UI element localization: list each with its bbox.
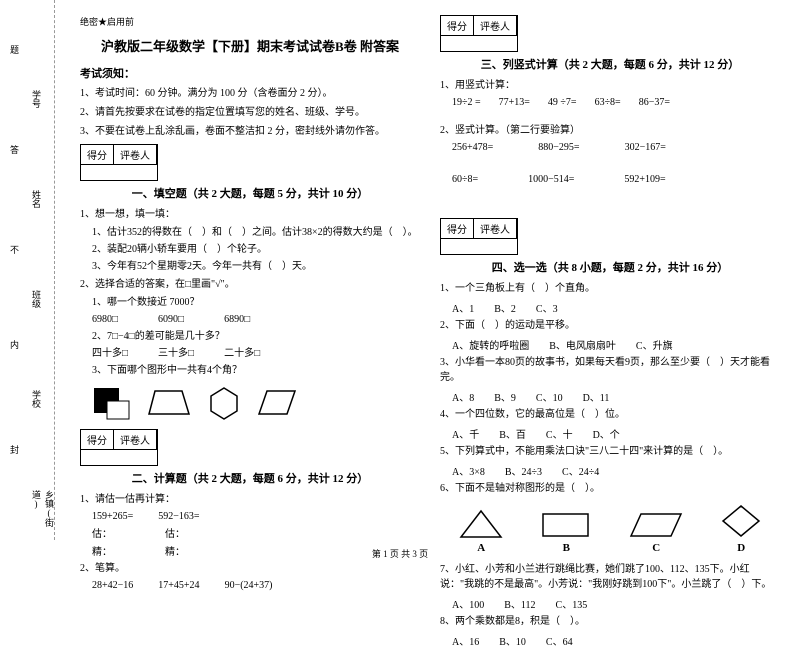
page-footer: 第 1 页 共 3 页 [0, 547, 800, 560]
s4-q5-opts: A、3×8B、24÷3C、24÷4 [440, 463, 780, 478]
exam-title: 沪教版二年级数学【下册】期末考试试卷B卷 附答案 [80, 36, 420, 55]
section-1-title: 一、填空题（共 2 大题，每题 5 分，共计 10 分） [80, 185, 420, 201]
shapes-q2 [92, 386, 420, 421]
s4-q6: 6、下面不是轴对称图形的是（ ）。 [440, 481, 780, 496]
secret-label: 绝密★启用前 [80, 15, 420, 28]
s4-q3: 3、小华看一本80页的故事书，如果每天看9页，那么至少要（ ）天才能看完。 [440, 355, 780, 385]
section-4-title: 四、选一选（共 8 小题，每题 2 分，共计 16 分） [440, 259, 780, 275]
s4-q4: 4、一个四位数，它的最高位是（ ）位。 [440, 407, 780, 422]
s1-q1-1: 1、估计352的得数在（ ）和（ ）之间。估计38×2的得数大约是（ ）。 [80, 226, 420, 240]
right-column: 得分 评卷人 三、列竖式计算（共 2 大题，每题 6 分，共计 12 分） 1、… [430, 15, 790, 535]
field-school: 学校 [30, 390, 43, 408]
s2-row1: 159+265=592−163= [80, 511, 420, 522]
score-label: 得分 [81, 145, 114, 165]
s4-q5: 5、下列算式中，不能用乘法口诀"三八二十四"来计算的是（ ）。 [440, 444, 780, 459]
s1-q1: 1、想一想，填一填： [80, 207, 420, 222]
mark-ti: 题 [8, 45, 21, 54]
mark-da: 答 [8, 145, 21, 154]
shape-rectangle [541, 509, 591, 539]
s1-q1-3: 3、今年有52个星期零2天。今年一共有（ ）天。 [80, 260, 420, 274]
mark-feng: 封 [8, 445, 21, 454]
score-box-3: 得分 评卷人 [440, 15, 518, 52]
notice-heading: 考试须知： [80, 65, 420, 81]
s1-q2: 2、选择合适的答案，在□里画"√"。 [80, 277, 420, 292]
grader-label: 评卷人 [114, 145, 157, 165]
s3-q1: 1、用竖式计算： [440, 78, 780, 93]
binding-margin: 乡镇(街道) 封 学校 内 班级 不 姓名 答 学号 题 [0, 0, 55, 540]
s1-q1-2: 2、装配20辆小轿车要用（ ）个轮子。 [80, 243, 420, 257]
shape-diamond [721, 504, 761, 539]
shape-parallelogram [257, 389, 297, 419]
section-2-title: 二、计算题（共 2 大题，每题 6 分，共计 12 分） [80, 470, 420, 486]
s2-row2: 估：估： [80, 525, 420, 540]
shape-parallelogram-c [629, 509, 684, 539]
score-box-4: 得分 评卷人 [440, 218, 518, 255]
s3-q2-row1: 256+478= 880−295= 302−167= [440, 142, 780, 153]
field-name: 姓名 [30, 190, 43, 208]
s4-q2: 2、下面（ ）的运动是平移。 [440, 318, 780, 333]
s2-q1: 1、请估一估再计算： [80, 492, 420, 507]
s4-q1-opts: A、1B、2C、3 [440, 300, 780, 315]
s4-q3-opts: A、8B、9C、10D、11 [440, 389, 780, 404]
notice-3: 3、不要在试卷上乱涂乱画，卷面不整洁扣 2 分，密封线外请勿作答。 [80, 125, 420, 139]
s4-q8: 8、两个乘数都是8，积是（ ）。 [440, 614, 780, 629]
s3-q1-row: 19÷2 = 77+13= 49 ÷7= 63÷8= 86−37= [440, 97, 780, 108]
s4-q4-opts: A、千B、百C、十D、个 [440, 426, 780, 441]
mark-bu: 不 [8, 245, 21, 254]
shape-hexagon [207, 386, 242, 421]
s4-q8-opts: A、16B、10C、64 [440, 633, 780, 648]
s1-q2-1b: 6980□ 6090□ 6890□ [80, 313, 420, 327]
s2-q2: 2、笔算。 [80, 561, 420, 576]
field-township: 乡镇(街道) [30, 490, 56, 540]
score-box-1: 得分 评卷人 [80, 144, 158, 181]
field-class: 班级 [30, 290, 43, 308]
s1-q2-3: 3、下面哪个图形中一共有4个角？ [80, 364, 420, 378]
s4-q1: 1、一个三角板上有（ ）个直角。 [440, 281, 780, 296]
shape-overlap-squares [92, 386, 132, 421]
s3-q2: 2、竖式计算。（第二行要验算） [440, 123, 780, 138]
notice-1: 1、考试时间：60 分钟。满分为 100 分（含卷面分 2 分）。 [80, 87, 420, 101]
section-3-title: 三、列竖式计算（共 2 大题，每题 6 分，共计 12 分） [440, 56, 780, 72]
s4-q7: 7、小红、小芳和小兰进行跳绳比赛，她们跳了100、112、135下。小红说："我… [440, 562, 780, 592]
s1-q2-2b: 四十多□ 三十多□ 二十多□ [80, 347, 420, 361]
mark-nei: 内 [8, 340, 21, 349]
shape-triangle [459, 509, 504, 539]
field-id: 学号 [30, 90, 43, 108]
score-blank [81, 165, 114, 180]
grader-blank [114, 165, 157, 180]
s3-q2-row2: 60÷8= 1000−514= 592+109= [440, 174, 780, 185]
shape-trapezoid [147, 389, 192, 419]
s2-q2-row: 28+42−16 17+45+24 90−(24+37) [80, 580, 420, 591]
notice-2: 2、请首先按要求在试卷的指定位置填写您的姓名、班级、学号。 [80, 106, 420, 120]
left-column: 绝密★启用前 沪教版二年级数学【下册】期末考试试卷B卷 附答案 考试须知： 1、… [70, 15, 430, 535]
s1-q2-1: 1、哪一个数接近 7000？ [80, 296, 420, 310]
s1-q2-2: 2、7□−4□的差可能是几十多？ [80, 330, 420, 344]
s4-q2-opts: A、旋转的呼啦圈B、电风扇扇叶C、升旗 [440, 337, 780, 352]
s4-q7-opts: A、100B、112C、135 [440, 596, 780, 611]
score-box-2: 得分 评卷人 [80, 429, 158, 466]
